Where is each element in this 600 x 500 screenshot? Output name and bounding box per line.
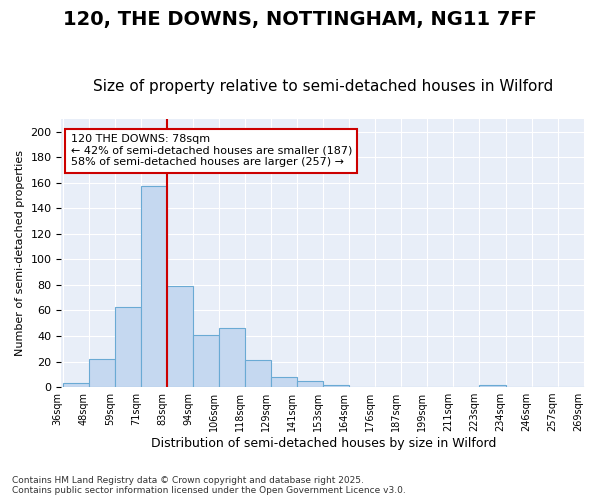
Bar	[479, 384, 506, 387]
Bar	[323, 384, 349, 387]
Bar	[193, 334, 219, 387]
Bar	[271, 377, 297, 387]
Bar	[245, 360, 271, 387]
Bar	[167, 286, 193, 387]
Text: 120 THE DOWNS: 78sqm
← 42% of semi-detached houses are smaller (187)
58% of semi: 120 THE DOWNS: 78sqm ← 42% of semi-detac…	[71, 134, 352, 168]
Bar	[63, 384, 89, 387]
Bar	[297, 380, 323, 387]
X-axis label: Distribution of semi-detached houses by size in Wilford: Distribution of semi-detached houses by …	[151, 437, 496, 450]
Title: Size of property relative to semi-detached houses in Wilford: Size of property relative to semi-detach…	[93, 79, 553, 94]
Text: Contains HM Land Registry data © Crown copyright and database right 2025.
Contai: Contains HM Land Registry data © Crown c…	[12, 476, 406, 495]
Bar	[89, 359, 115, 387]
Bar	[219, 328, 245, 387]
Bar	[141, 186, 167, 387]
Y-axis label: Number of semi-detached properties: Number of semi-detached properties	[15, 150, 25, 356]
Bar	[115, 306, 141, 387]
Text: 120, THE DOWNS, NOTTINGHAM, NG11 7FF: 120, THE DOWNS, NOTTINGHAM, NG11 7FF	[63, 10, 537, 29]
